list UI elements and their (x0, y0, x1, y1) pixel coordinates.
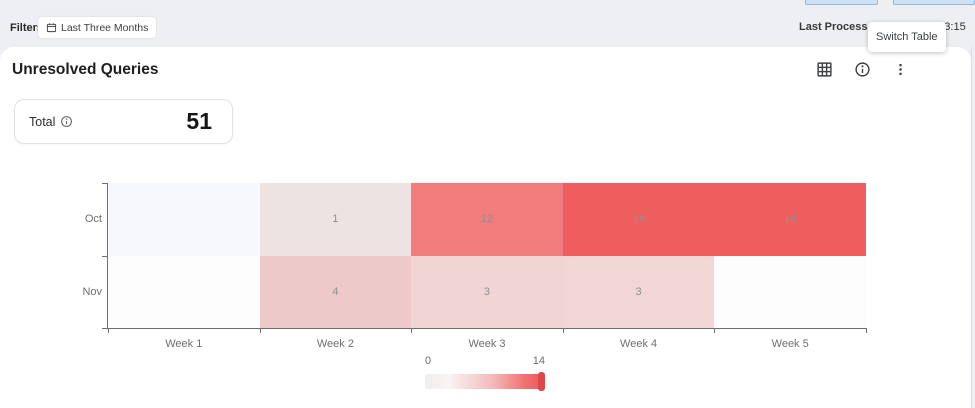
x-axis-labels: Week 1 Week 2 Week 3 Week 4 Week 5 (108, 334, 866, 350)
calendar-icon (46, 22, 57, 33)
color-legend: 0 14 (425, 355, 545, 391)
y-axis-tick (102, 255, 108, 257)
heatmap-plot-area: 1 12 14 14 4 3 3 (108, 183, 866, 328)
y-axis-tick (102, 328, 108, 329)
heatmap-cell[interactable]: 4 (259, 255, 412, 328)
info-icon[interactable] (854, 61, 871, 78)
legend-min-label: 0 (425, 355, 432, 367)
x-axis-label: Week 2 (316, 338, 354, 350)
x-axis-tick (259, 328, 261, 333)
table-icon[interactable] (816, 61, 833, 78)
heatmap-cell[interactable]: 3 (411, 255, 563, 328)
total-value: 51 (186, 108, 212, 134)
legend-gradient-bar[interactable] (425, 372, 545, 391)
x-axis-line (104, 328, 866, 329)
heatmap-cell[interactable] (714, 255, 866, 328)
legend-handle[interactable] (538, 372, 545, 391)
total-summary-card: Total 51 (14, 99, 233, 144)
total-label: Total (29, 114, 56, 129)
x-axis-tick (866, 328, 867, 333)
heatmap-cell[interactable]: 14 (714, 183, 866, 256)
switch-table-tooltip: Switch Table (868, 22, 946, 52)
y-axis-labels: Oct Nov (70, 183, 102, 328)
x-axis-label: Week 5 (771, 338, 809, 350)
right-edge-divider (971, 47, 972, 408)
heatmap-cell[interactable] (108, 255, 260, 328)
top-action-button-left[interactable] (805, 0, 878, 5)
card-title: Unresolved Queries (12, 61, 159, 78)
x-axis-tick (411, 328, 413, 333)
legend-max-label: 14 (532, 355, 545, 367)
date-filter-chip[interactable]: Last Three Months (38, 17, 157, 38)
x-axis-label: Week 4 (620, 338, 658, 350)
total-label-wrap: Total (29, 115, 73, 129)
heatmap-cell[interactable] (108, 183, 260, 256)
kebab-menu-icon[interactable] (892, 61, 909, 78)
heatmap-cell[interactable]: 12 (411, 183, 563, 256)
filters-label: Filters: (10, 22, 47, 34)
total-info-icon[interactable] (60, 115, 73, 128)
y-axis-label: Nov (82, 285, 102, 298)
x-axis-label: Week 3 (468, 338, 506, 350)
heatmap-grid: 1 12 14 14 4 3 3 (108, 183, 866, 328)
unresolved-queries-card: Unresolved Queries (0, 47, 971, 408)
heatmap-cell[interactable]: 14 (562, 183, 715, 256)
card-header-actions (816, 61, 909, 78)
y-axis-label: Oct (84, 213, 102, 226)
heatmap-cell[interactable]: 1 (259, 183, 412, 256)
x-axis-tick (714, 328, 716, 333)
heatmap-cell[interactable]: 3 (562, 255, 715, 328)
x-axis-tick (108, 328, 109, 333)
top-action-button-right[interactable] (893, 0, 975, 5)
last-processed-label: Last Processed (799, 21, 881, 33)
legend-labels: 0 14 (425, 355, 545, 370)
date-filter-label: Last Three Months (61, 21, 149, 34)
y-axis-tick (102, 183, 108, 184)
x-axis-tick (562, 328, 564, 333)
top-bar: Filters: Last Three Months Last Processe… (0, 0, 975, 52)
x-axis-label: Week 1 (165, 338, 203, 350)
